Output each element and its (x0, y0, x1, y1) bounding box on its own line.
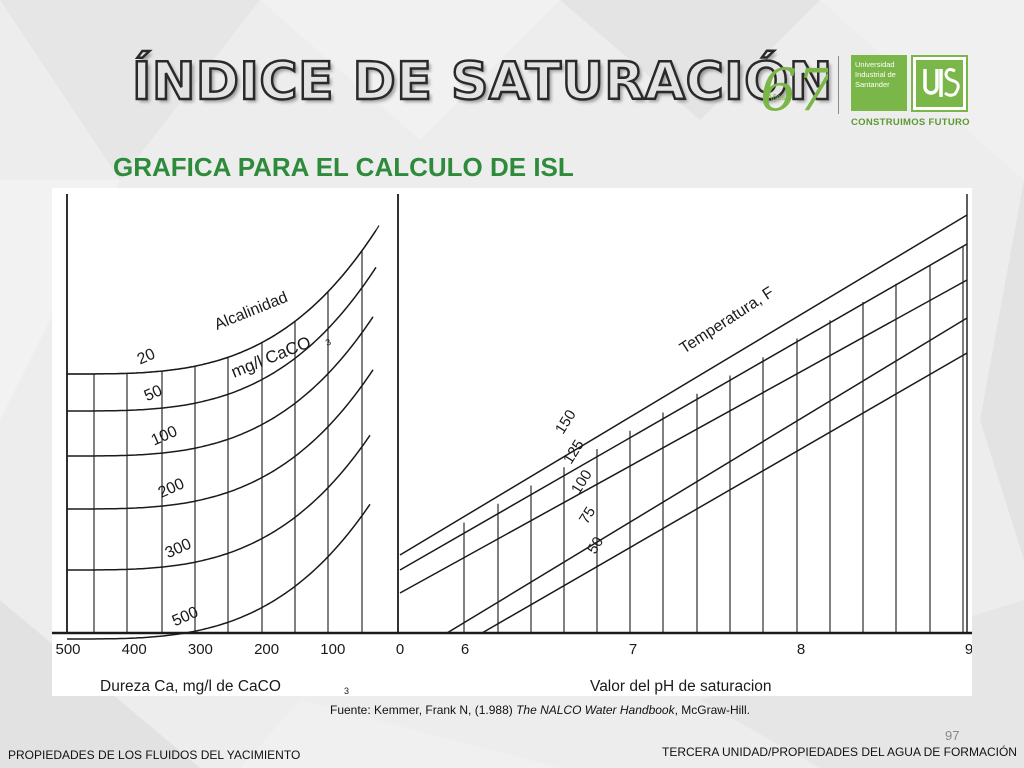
alkalinity-curve-200 (67, 369, 374, 510)
temperature-line-50 (481, 352, 968, 634)
university-line3: Santander (855, 80, 890, 89)
anniversary-logo: 67 Años (760, 56, 828, 124)
alkalinity-unit-subscript: 3 (324, 337, 332, 348)
alkalinity-label-20: 20 (135, 346, 158, 369)
source-suffix: , McGraw-Hill. (674, 703, 750, 717)
ph-axis-title: Valor del pH de saturacion (590, 678, 772, 695)
temperature-label-75: 75 (576, 504, 599, 527)
ph-tick-8: 8 (797, 641, 805, 658)
anniversary-number: 67 (760, 56, 828, 124)
temperature-line-150 (399, 214, 968, 556)
temperature-label-50: 50 (584, 534, 607, 557)
footer-course: PROPIEDADES DE LOS FLUIDOS DEL YACIMIENT… (8, 748, 301, 762)
uis-emblem-icon (911, 55, 968, 112)
temperature-line-125 (399, 243, 968, 571)
logo-divider (838, 56, 839, 114)
university-line2: Industrial de (855, 70, 896, 79)
alkalinity-curve-500 (67, 503, 371, 640)
slide-title: ÍNDICE DE SATURACIÓN (131, 51, 834, 114)
alkalinity-curve-20 (67, 229, 377, 375)
temperature-line-100 (399, 279, 968, 594)
alkalinity-curve-50 (67, 266, 377, 412)
anniversary-sub: Años (767, 93, 785, 102)
ph-tick-6: 6 (461, 641, 469, 658)
source-citation: Fuente: Kemmer, Frank N, (1.988) The NAL… (330, 703, 750, 717)
source-prefix: Fuente: Kemmer, Frank N, (1.988) (330, 703, 517, 717)
ph-tick-9: 9 (965, 641, 972, 658)
hardness-tick-200: 200 (254, 641, 279, 658)
ph-tick-0: 0 (396, 641, 404, 658)
hardness-tick-100: 100 (320, 641, 345, 658)
university-line1: Universidad (855, 60, 895, 69)
alkalinity-label-50: 50 (142, 382, 165, 405)
hardness-tick-400: 400 (122, 641, 147, 658)
hardness-axis-title: Dureza Ca, mg/l de CaCO (100, 678, 281, 695)
alkalinity-curve-100 (67, 316, 374, 457)
slide-subtitle: GRAFICA PARA EL CALCULO DE ISL (113, 152, 574, 182)
source-book: The NALCO Water Handbook (516, 703, 675, 717)
university-logo: Universidad Industrial de Santander (851, 55, 907, 111)
hardness-tick-500: 500 (55, 641, 80, 658)
ph-tick-7: 7 (629, 641, 637, 658)
university-slogan: CONSTRUIMOS FUTURO (851, 117, 970, 128)
footer-unit: TERCERA UNIDAD/PROPIEDADES DEL AGUA DE F… (662, 745, 1017, 759)
temperature-line-75 (446, 317, 968, 634)
hardness-axis-subscript: 3 (344, 686, 349, 696)
page-number: 97 (945, 728, 960, 743)
alkalinity-curve-300 (67, 434, 371, 571)
chart-background (52, 188, 972, 696)
hardness-tick-300: 300 (188, 641, 213, 658)
